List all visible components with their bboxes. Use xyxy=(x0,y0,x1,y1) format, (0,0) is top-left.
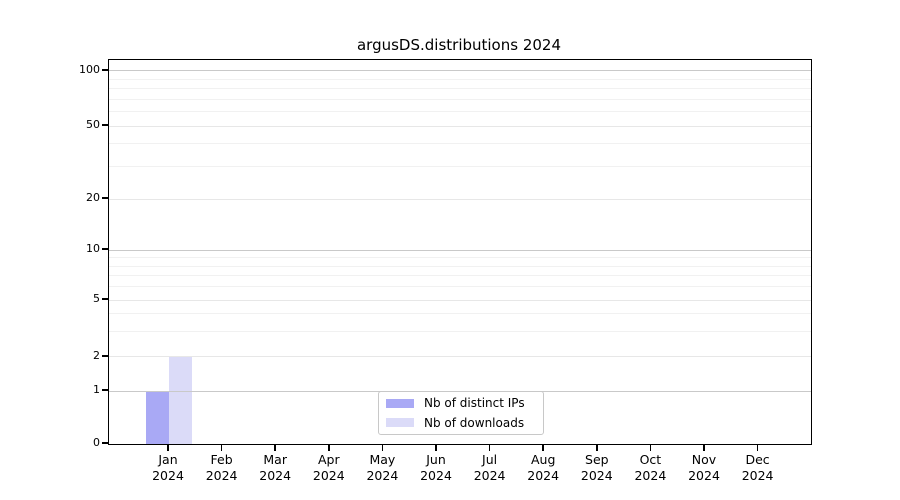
x-axis-tick-label: May 2024 xyxy=(350,452,414,484)
legend-swatch-distinct-ips-icon xyxy=(386,398,414,408)
x-axis-tick-label-month: Jan xyxy=(158,452,178,467)
gridline-major xyxy=(109,299,811,301)
x-axis-tick-mark xyxy=(220,444,223,451)
x-axis-tick-mark xyxy=(488,444,491,451)
gridline-major xyxy=(109,198,811,200)
x-axis-tick-mark xyxy=(649,444,652,451)
bar-distinct-ips xyxy=(146,391,169,444)
x-axis-tick-mark xyxy=(596,444,598,451)
gridline-minor xyxy=(109,331,811,333)
x-axis-tick-label: Jun 2024 xyxy=(404,452,468,484)
x-axis-tick-label: Dec 2024 xyxy=(726,452,790,484)
y-axis-tick-mark xyxy=(102,248,108,250)
y-axis-tick-mark xyxy=(102,355,108,357)
x-axis-tick-label-year: 2024 xyxy=(741,468,774,483)
x-axis-tick-mark xyxy=(274,444,276,451)
x-axis-tick-label: Aug 2024 xyxy=(511,452,575,484)
gridline-minor xyxy=(109,275,811,277)
x-axis-tick-label-month: Dec xyxy=(745,452,770,467)
y-axis-tick-label: 5 xyxy=(93,292,100,305)
gridline-decade xyxy=(109,249,811,251)
plot-area xyxy=(108,59,812,445)
x-axis-tick-label: Nov 2024 xyxy=(672,452,736,484)
gridline-decade xyxy=(109,70,811,72)
x-axis-tick-label-month: Sep xyxy=(585,452,609,467)
y-axis-tick-label: 100 xyxy=(79,62,100,76)
x-axis-tick-label-year: 2024 xyxy=(473,468,506,483)
legend-row-downloads: Nb of downloads xyxy=(386,415,537,432)
x-axis-tick-label: Mar 2024 xyxy=(243,452,307,484)
y-axis-tick-mark xyxy=(102,69,108,71)
y-axis-tick-label: 0 xyxy=(93,436,100,449)
x-axis-tick-label-month: Jul xyxy=(482,452,498,467)
legend-swatch-downloads-icon xyxy=(386,418,414,428)
x-axis-tick-label-year: 2024 xyxy=(312,468,345,483)
legend-label-downloads: Nb of downloads xyxy=(424,415,525,430)
gridline-minor xyxy=(109,88,811,90)
gridline-minor xyxy=(109,78,811,80)
x-axis-tick-label-year: 2024 xyxy=(205,468,238,483)
x-axis-tick-label-year: 2024 xyxy=(366,468,399,483)
x-axis-tick-label-month: Apr xyxy=(317,452,340,467)
x-axis-tick-label: Jan 2024 xyxy=(136,452,200,484)
y-axis-tick-label: 10 xyxy=(86,242,100,255)
y-axis-tick-mark xyxy=(102,298,108,300)
x-axis-tick-label-year: 2024 xyxy=(634,468,667,483)
x-axis-tick-mark xyxy=(756,444,759,451)
chart-title: argusDS.distributions 2024 xyxy=(356,36,562,54)
x-axis-tick-label-year: 2024 xyxy=(527,468,560,483)
x-axis-tick-label-year: 2024 xyxy=(259,468,292,483)
x-axis-tick-label: Feb 2024 xyxy=(190,452,254,484)
gridline-minor xyxy=(109,166,811,168)
gridline-minor xyxy=(109,265,811,267)
x-axis-tick-label-month: Nov xyxy=(691,452,717,467)
x-axis-tick-label-month: Oct xyxy=(639,452,662,467)
gridline-minor xyxy=(109,257,811,259)
x-axis-tick-label-year: 2024 xyxy=(580,468,613,483)
y-axis-tick-label: 20 xyxy=(86,191,100,204)
x-axis-tick-mark xyxy=(435,444,437,451)
x-axis-tick-mark xyxy=(381,444,384,451)
gridline-major xyxy=(109,125,811,127)
y-axis-tick-label: 1 xyxy=(93,383,100,396)
gridline-major xyxy=(109,356,811,358)
x-axis-tick-mark xyxy=(328,444,330,451)
gridline-minor xyxy=(109,111,811,113)
x-axis-tick-label: Oct 2024 xyxy=(618,452,682,484)
y-axis-tick-mark xyxy=(102,442,108,444)
x-axis-tick-label-month: Jun xyxy=(426,452,446,467)
gridline-minor xyxy=(109,313,811,315)
x-axis-tick-label-year: 2024 xyxy=(152,468,184,483)
legend-label-distinct-ips: Nb of distinct IPs xyxy=(424,396,525,411)
y-axis-tick-label: 2 xyxy=(93,348,100,362)
x-axis-tick-label-year: 2024 xyxy=(420,468,452,483)
y-axis-tick-mark xyxy=(102,124,108,126)
x-axis-tick-label-month: Feb xyxy=(210,452,233,467)
legend-row-distinct-ips: Nb of distinct IPs xyxy=(386,395,537,412)
x-axis-tick-label: Jul 2024 xyxy=(458,452,522,484)
x-axis-tick-label: Sep 2024 xyxy=(565,452,629,484)
y-axis-tick-mark xyxy=(102,197,108,199)
gridline-minor xyxy=(109,143,811,145)
bar-downloads xyxy=(169,356,192,444)
x-axis-tick-label-year: 2024 xyxy=(688,468,720,483)
x-axis-tick-label-month: Aug xyxy=(530,452,556,467)
x-axis-tick-label: Apr 2024 xyxy=(297,452,361,484)
x-axis-tick-mark xyxy=(703,444,705,451)
x-axis-tick-label-month: May xyxy=(369,452,396,467)
gridline-minor xyxy=(109,286,811,288)
legend: Nb of distinct IPs Nb of downloads xyxy=(378,391,544,435)
x-axis-tick-label-month: Mar xyxy=(263,452,287,467)
x-axis-tick-mark xyxy=(542,444,544,451)
x-axis-tick-mark xyxy=(167,444,169,451)
gridline-minor xyxy=(109,98,811,100)
y-axis-tick-mark xyxy=(102,389,108,391)
y-axis-tick-label: 50 xyxy=(86,118,100,132)
